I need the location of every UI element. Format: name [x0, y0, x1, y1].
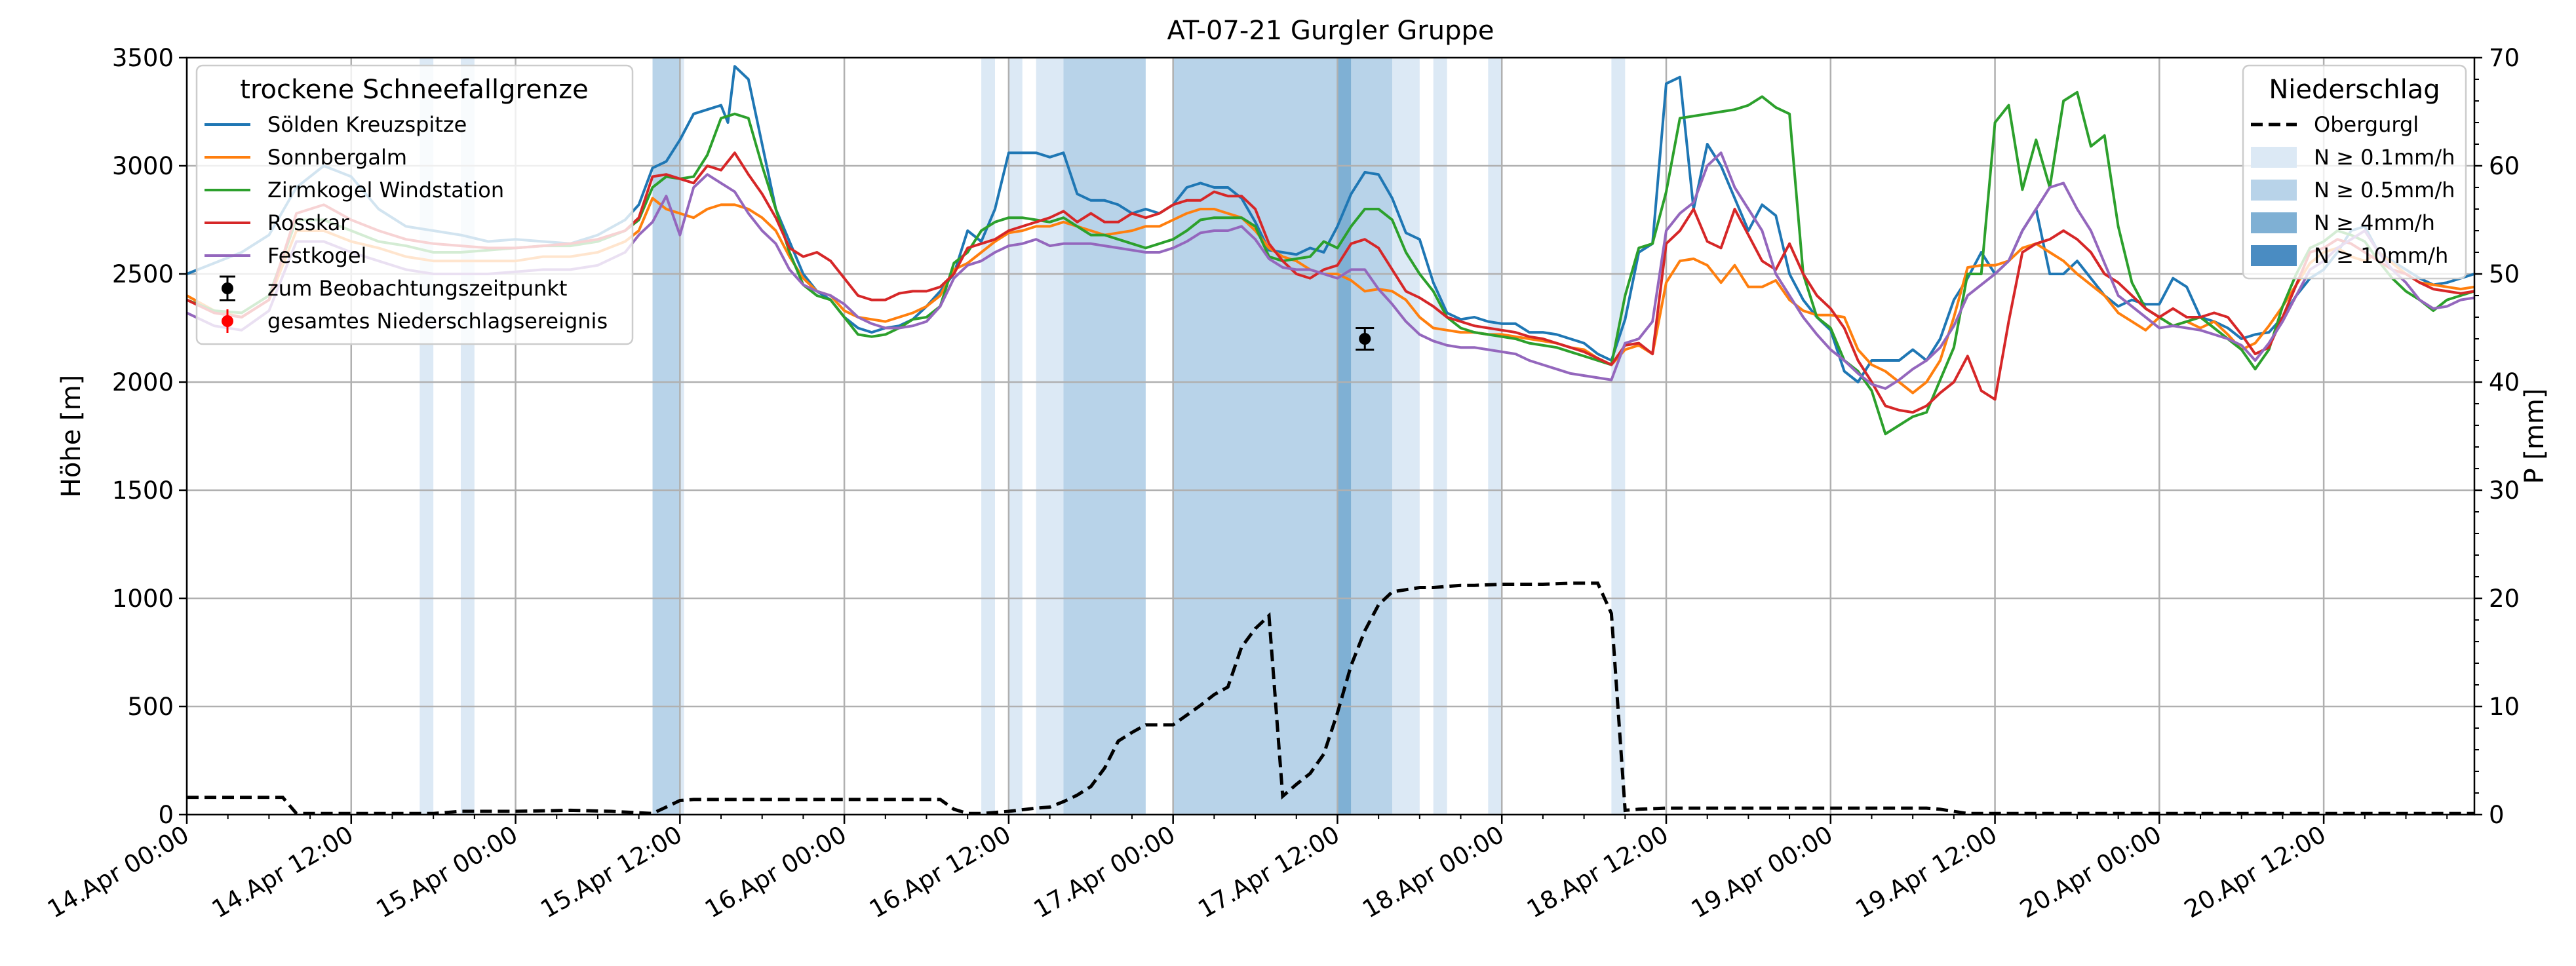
- legend-snow-item: Rosskar: [267, 210, 349, 235]
- legend-band-swatch: [2251, 212, 2297, 233]
- y-tick-label: 500: [127, 693, 174, 721]
- x-tick-label: 14.Apr 00:00: [43, 821, 193, 924]
- observation-marker: [1356, 327, 1375, 351]
- y2-tick-label: 30: [2489, 476, 2520, 505]
- x-tick-label: 19.Apr 12:00: [1851, 821, 2002, 924]
- y2-tick-label: 70: [2489, 44, 2520, 72]
- legend-precip-title: Niederschlag: [2269, 75, 2440, 105]
- series-line: [186, 90, 2475, 436]
- legend-obs-label: zum Beobachtungszeitpunkt: [267, 276, 567, 301]
- series-line: [186, 151, 2475, 414]
- legend-band-swatch: [2251, 245, 2297, 266]
- observation-point: [1359, 333, 1371, 345]
- y-tick-label: 0: [158, 801, 174, 829]
- x-tick-label: 16.Apr 00:00: [700, 821, 851, 924]
- legend-band-label: N ≥ 0.5mm/h: [2314, 178, 2455, 203]
- legend-snow-item: Zirmkogel Windstation: [267, 178, 504, 203]
- x-tick-label: 17.Apr 00:00: [1029, 821, 1180, 924]
- legend-snow: trockene Schneefallgrenze Sölden Kreuzspi…: [195, 64, 634, 345]
- precip-band: [680, 58, 684, 815]
- snow-lines: [186, 65, 2475, 436]
- precip-band: [652, 58, 680, 815]
- x-tick-label: 14.Apr 12:00: [207, 821, 358, 924]
- legend-obs-marker: [222, 282, 233, 294]
- legend-precip: Niederschlag Obergurgl N ≥ 0.1mm/h N ≥ 0.5m…: [2242, 64, 2467, 280]
- y2-tick-label: 50: [2489, 260, 2520, 288]
- y-tick-label: 3500: [112, 44, 174, 72]
- y-tick-label: 2500: [112, 260, 174, 288]
- legend-snow-item: Sonnbergalm: [267, 145, 407, 170]
- legend-snow-item: Festkogel: [267, 243, 366, 268]
- x-tick-label: 19.Apr 00:00: [1687, 821, 1837, 924]
- precip-band: [1173, 58, 1338, 815]
- legend-snow-box: [195, 64, 634, 345]
- x-tick-label: 20.Apr 12:00: [2179, 821, 2330, 924]
- chart-title: AT-07-21 Gurgler Gruppe: [1167, 16, 1494, 46]
- legend-band-label: N ≥ 0.1mm/h: [2314, 145, 2455, 170]
- y-tick-label: 1000: [112, 585, 174, 613]
- legend-band-swatch: [2251, 147, 2297, 168]
- y-tick-label: 3000: [112, 152, 174, 180]
- y-tick-label: 2000: [112, 368, 174, 396]
- series-line: [186, 197, 2475, 395]
- y2-tick-label: 40: [2489, 368, 2520, 396]
- precip-band: [1008, 58, 1023, 815]
- y-axis-label: Höhe [m]: [56, 375, 87, 497]
- legend-precip-box: [2242, 64, 2467, 280]
- y2-axis-label: P [mm]: [2520, 389, 2550, 484]
- x-tick-label: 18.Apr 00:00: [1357, 821, 1508, 924]
- legend-band-label: N ≥ 10mm/h: [2314, 243, 2448, 268]
- x-tick-label: 17.Apr 12:00: [1194, 821, 1344, 924]
- legend-snow-title: trockene Schneefallgrenze: [240, 75, 588, 105]
- legend-snow-item: Sölden Kreuzspitze: [267, 112, 467, 137]
- x-tick-label: 15.Apr 00:00: [372, 821, 522, 924]
- y2-tick-label: 60: [2489, 152, 2520, 180]
- y2-tick-label: 10: [2489, 693, 2520, 721]
- precip-band: [1337, 58, 1352, 815]
- legend-event-marker: [222, 315, 233, 327]
- precip-band: [1488, 58, 1502, 815]
- x-tick-label: 20.Apr 00:00: [2015, 821, 2166, 924]
- precip-band: [1036, 58, 1064, 815]
- legend-precip-line-label: Obergurgl: [2314, 112, 2419, 137]
- precip-band: [1433, 58, 1447, 815]
- precip-band: [981, 58, 995, 815]
- precip-band: [1611, 58, 1626, 815]
- legend-band-label: N ≥ 4mm/h: [2314, 210, 2435, 235]
- series-line: [186, 151, 2475, 390]
- plot-frame: [185, 56, 2476, 816]
- y2-tick-label: 0: [2489, 801, 2505, 829]
- legend-band-swatch: [2251, 180, 2297, 201]
- precip-band: [1392, 58, 1420, 815]
- x-tick-label: 18.Apr 12:00: [1522, 821, 1673, 924]
- y2-tick-label: 20: [2489, 585, 2520, 613]
- precip-band: [1351, 58, 1393, 815]
- x-tick-label: 16.Apr 12:00: [865, 821, 1015, 924]
- x-tick-label: 15.Apr 12:00: [536, 821, 686, 924]
- legend-event-label: gesamtes Niederschlagsereignis: [267, 309, 608, 334]
- y-tick-label: 1500: [112, 476, 174, 505]
- precip-band: [1063, 58, 1146, 815]
